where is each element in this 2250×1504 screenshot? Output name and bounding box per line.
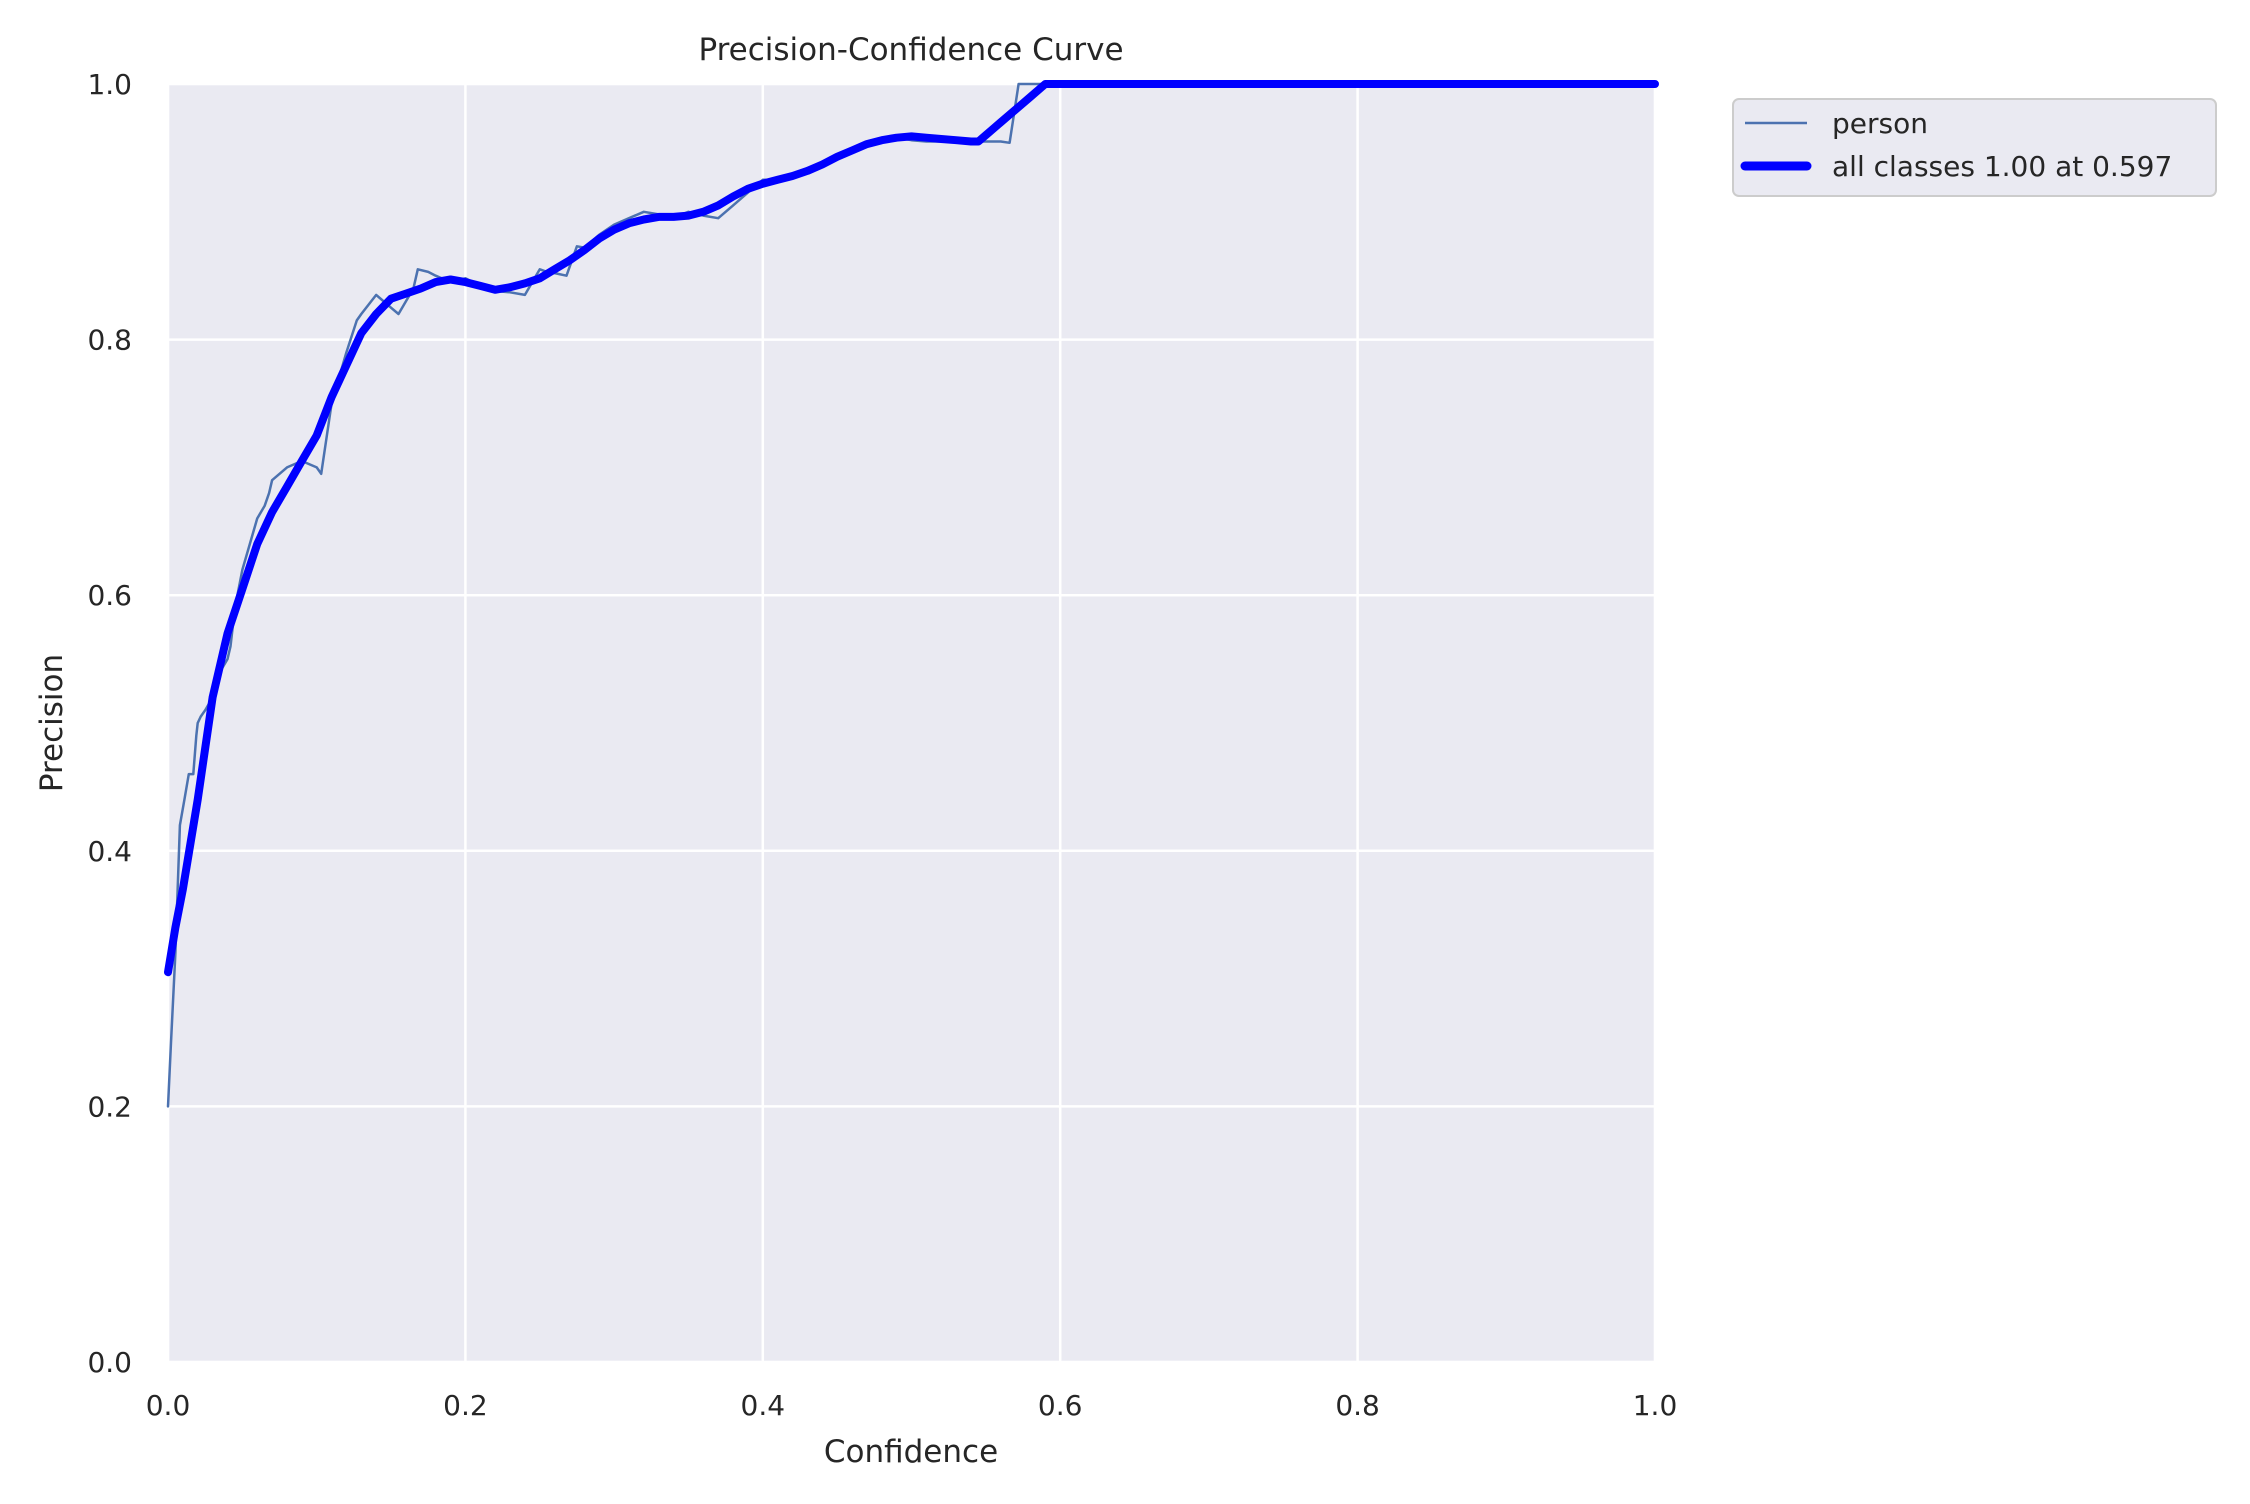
y-axis-label: Precision (34, 654, 70, 792)
grid-lines-x (166, 84, 1657, 1362)
legend-box (1732, 98, 2217, 197)
series-line-all-classes (164, 80, 1659, 977)
x-tick-label: 0.0 (146, 1389, 191, 1422)
series-layer (164, 80, 1659, 1108)
x-tick-labels: 0.0 0.2 0.4 0.6 0.8 1.0 (146, 1389, 1678, 1422)
x-tick-label: 0.6 (1038, 1389, 1083, 1422)
x-tick-label: 0.4 (741, 1389, 786, 1422)
x-tick-label: 0.8 (1335, 1389, 1380, 1422)
legend: person all classes 1.00 at 0.597 (1732, 98, 2217, 197)
y-tick-label: 0.4 (87, 835, 132, 868)
y-tick-label: 1.0 (87, 68, 132, 101)
chart-title: Precision-Confidence Curve (698, 32, 1123, 68)
y-tick-label: 0.2 (87, 1090, 132, 1123)
x-tick-label: 1.0 (1633, 1389, 1678, 1422)
plot-background (168, 84, 1655, 1362)
y-tick-label: 0.6 (87, 579, 132, 612)
legend-label-all-classes: all classes 1.00 at 0.597 (1832, 150, 2172, 183)
x-axis-label: Confidence (824, 1434, 998, 1470)
x-tick-label: 0.2 (443, 1389, 488, 1422)
plot-area-group (164, 80, 1659, 1364)
y-tick-label: 0.8 (87, 324, 132, 357)
legend-label-person: person (1832, 107, 1928, 140)
y-tick-label: 0.0 (87, 1346, 132, 1379)
y-tick-labels: 0.0 0.2 0.4 0.6 0.8 1.0 (87, 68, 132, 1379)
